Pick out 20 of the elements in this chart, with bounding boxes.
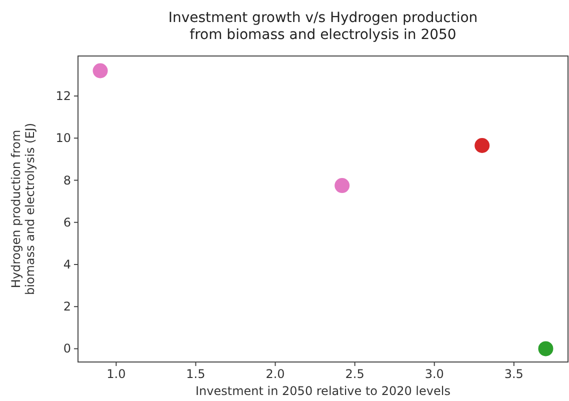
y-tick-label: 8 — [63, 173, 71, 188]
x-tick-label: 2.5 — [345, 367, 364, 381]
y-tick-label: 2 — [63, 300, 71, 314]
x-tick-label: 3.0 — [424, 367, 444, 381]
chart-title: Investment growth v/s Hydrogen production from biomass and electrolysis in 2050 — [168, 10, 478, 43]
x-tick-label: 2.0 — [266, 367, 285, 381]
y-tick-label: 12 — [56, 89, 71, 104]
y-axis-title: Hydrogen production from biomass and electrolysis (EJ) — [9, 122, 37, 296]
y-tick-label: 4 — [63, 257, 71, 272]
y-tick-label: 6 — [63, 215, 71, 230]
point — [92, 63, 108, 78]
y-tick-label: 10 — [56, 131, 71, 146]
x-tick-label: 3.5 — [504, 367, 524, 381]
x-tick-label: 1.0 — [106, 367, 126, 381]
y-tick-label: 0 — [63, 342, 71, 356]
point — [474, 138, 490, 154]
point — [538, 341, 554, 356]
x-axis-title: Investment in 2050 relative to 2020 levels — [196, 384, 450, 398]
point — [334, 178, 350, 194]
x-tick-label: 1.5 — [186, 367, 206, 381]
